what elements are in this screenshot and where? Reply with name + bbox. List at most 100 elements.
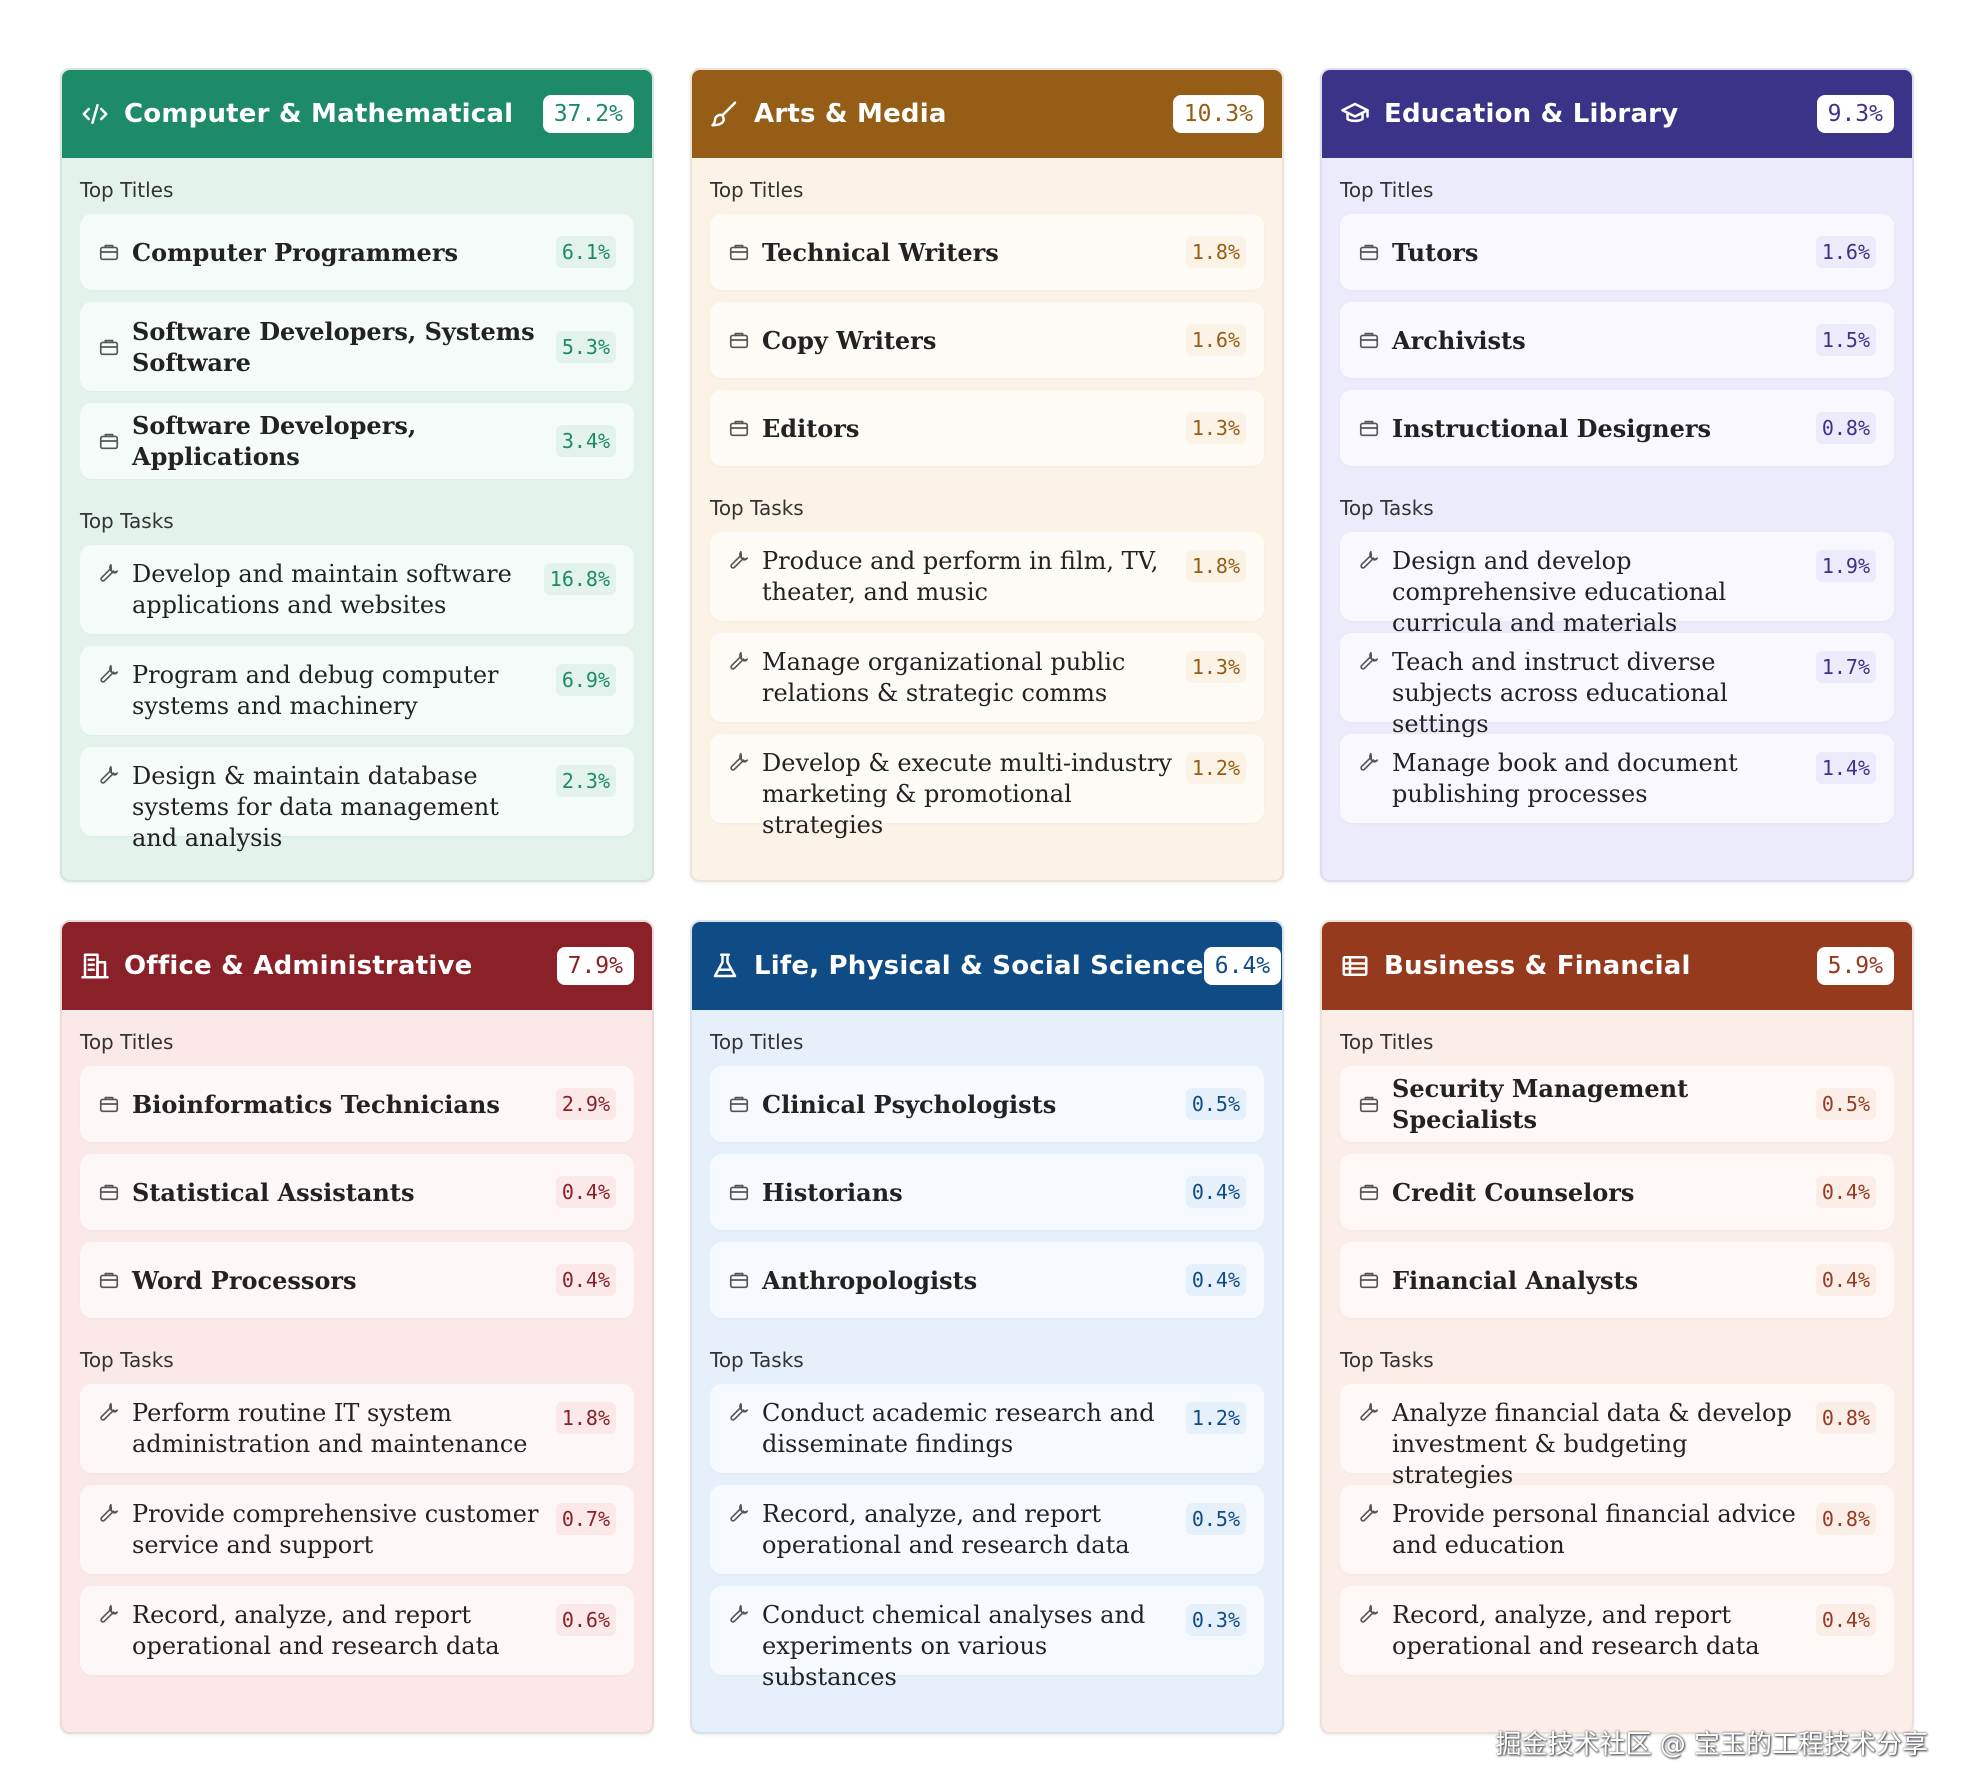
task-name: Perform routine IT system administration…: [132, 1399, 528, 1458]
title-percentage: 6.1%: [555, 236, 616, 268]
category-card: Office & Administrative 7.9% Top Titles Bio…: [60, 920, 654, 1734]
task-percentage: 1.3%: [1185, 651, 1246, 683]
wrench-icon: [728, 751, 750, 773]
title-name: Software Developers, Applications: [132, 411, 417, 471]
task-row: Analyze financial data & develop investm…: [1340, 1384, 1894, 1489]
card-title: Office & Administrative: [124, 951, 473, 981]
title-row: Historians 0.4%: [710, 1154, 1264, 1230]
task-row: Provide comprehensive customer service a…: [80, 1485, 634, 1574]
task-name: Design and develop comprehensive educati…: [1392, 547, 1727, 637]
task-percentage: 1.2%: [1185, 752, 1246, 784]
category-card: Education & Library 9.3% Top Titles Tutors 1…: [1320, 68, 1914, 882]
title-row: Computer Programmers 6.1%: [80, 214, 634, 290]
title-name: Instructional Designers: [1392, 413, 1712, 443]
top-titles-label: Top Titles: [710, 178, 804, 202]
office-building-icon: [80, 951, 110, 981]
title-row: Bioinformatics Technicians 2.9%: [80, 1066, 634, 1142]
task-percentage: 0.5%: [1185, 1503, 1246, 1535]
wrench-icon: [728, 1603, 750, 1625]
title-percentage: 0.4%: [1815, 1176, 1876, 1208]
card-header: Office & Administrative 7.9%: [62, 922, 652, 1010]
title-percentage: 0.4%: [555, 1176, 616, 1208]
card-header: Computer & Mathematical 37.2%: [62, 70, 652, 158]
title-percentage: 0.5%: [1185, 1088, 1246, 1120]
briefcase-icon: [728, 1181, 750, 1203]
wrench-icon: [98, 1401, 120, 1423]
title-row: Statistical Assistants 0.4%: [80, 1154, 634, 1230]
card-header: Business & Financial 5.9%: [1322, 922, 1912, 1010]
card-title: Life, Physical & Social Science: [754, 951, 1204, 981]
watermark: 掘金技术社区 @ 宝玉的工程技术分享: [1495, 1730, 1928, 1760]
title-name: Copy Writers: [762, 325, 937, 355]
top-titles-label: Top Titles: [710, 1030, 804, 1054]
wrench-icon: [1358, 1401, 1380, 1423]
task-percentage: 1.9%: [1815, 550, 1876, 582]
task-percentage: 1.4%: [1815, 752, 1876, 784]
title-name: Credit Counselors: [1392, 1177, 1635, 1207]
card-body: Top Titles Clinical Psychologists 0.5% Hist…: [692, 1010, 1282, 1691]
title-name: Anthropologists: [762, 1265, 978, 1295]
task-row: Provide personal financial advice and ed…: [1340, 1485, 1894, 1574]
graduation-cap-icon: [1340, 99, 1370, 129]
title-name: Editors: [762, 413, 860, 443]
wrench-icon: [1358, 549, 1380, 571]
task-percentage: 0.7%: [555, 1503, 616, 1535]
title-row: Security Management Specialists 0.5%: [1340, 1066, 1894, 1142]
title-name: Technical Writers: [762, 237, 999, 267]
wrench-icon: [728, 650, 750, 672]
task-name: Record, analyze, and report operational …: [132, 1601, 500, 1660]
task-row: Conduct chemical analyses and experiment…: [710, 1586, 1264, 1691]
task-name: Design & maintain database systems for d…: [132, 762, 499, 852]
wrench-icon: [1358, 1502, 1380, 1524]
wrench-icon: [1358, 650, 1380, 672]
share-badge: 37.2%: [542, 95, 634, 133]
title-name: Archivists: [1392, 325, 1526, 355]
title-name: Tutors: [1392, 237, 1479, 267]
title-percentage: 3.4%: [555, 425, 616, 457]
briefcase-icon: [1358, 417, 1380, 439]
top-tasks-label: Top Tasks: [80, 1348, 174, 1372]
task-name: Provide personal financial advice and ed…: [1392, 1500, 1796, 1559]
title-row: Software Developers, Systems Software 5.3…: [80, 302, 634, 391]
top-tasks-label: Top Tasks: [80, 509, 174, 533]
card-body: Top Titles Bioinformatics Technicians 2.9%…: [62, 1010, 652, 1675]
task-percentage: 0.8%: [1815, 1402, 1876, 1434]
top-titles-label: Top Titles: [1340, 178, 1434, 202]
briefcase-icon: [1358, 241, 1380, 263]
title-row: Archivists 1.5%: [1340, 302, 1894, 378]
title-percentage: 1.6%: [1815, 236, 1876, 268]
top-tasks-label: Top Tasks: [1340, 496, 1434, 520]
title-percentage: 5.3%: [555, 330, 616, 363]
briefcase-icon: [728, 329, 750, 351]
title-row: Instructional Designers 0.8%: [1340, 390, 1894, 466]
briefcase-icon: [728, 1269, 750, 1291]
title-percentage: 0.8%: [1815, 412, 1876, 444]
title-name: Security Management Specialists: [1392, 1074, 1689, 1134]
briefcase-icon: [98, 1269, 120, 1291]
title-name: Statistical Assistants: [132, 1177, 415, 1207]
task-row: Develop & execute multi-industry marketi…: [710, 734, 1264, 839]
task-row: Conduct academic research and disseminat…: [710, 1384, 1264, 1473]
task-percentage: 6.9%: [555, 664, 616, 696]
task-name: Manage book and document publishing proc…: [1392, 749, 1738, 808]
task-name: Manage organizational public relations &…: [762, 648, 1126, 707]
briefcase-icon: [1358, 1181, 1380, 1203]
title-name: Bioinformatics Technicians: [132, 1089, 500, 1119]
briefcase-icon: [98, 1093, 120, 1115]
wrench-icon: [728, 549, 750, 571]
title-row: Anthropologists 0.4%: [710, 1242, 1264, 1318]
share-badge: 10.3%: [1172, 95, 1264, 133]
task-name: Record, analyze, and report operational …: [1392, 1601, 1760, 1660]
category-card: Arts & Media 10.3% Top Titles Technical Wri…: [690, 68, 1284, 882]
task-row: Design and develop comprehensive educati…: [1340, 532, 1894, 637]
title-row: Clinical Psychologists 0.5%: [710, 1066, 1264, 1142]
card-header: Education & Library 9.3%: [1322, 70, 1912, 158]
task-name: Program and debug computer systems and m…: [132, 661, 499, 720]
ledger-icon: [1340, 951, 1370, 981]
task-row: Produce and perform in film, TV, theater…: [710, 532, 1264, 621]
briefcase-icon: [1358, 1269, 1380, 1291]
task-percentage: 1.8%: [555, 1402, 616, 1434]
title-name: Clinical Psychologists: [762, 1089, 1057, 1119]
wrench-icon: [98, 1603, 120, 1625]
title-row: Tutors 1.6%: [1340, 214, 1894, 290]
